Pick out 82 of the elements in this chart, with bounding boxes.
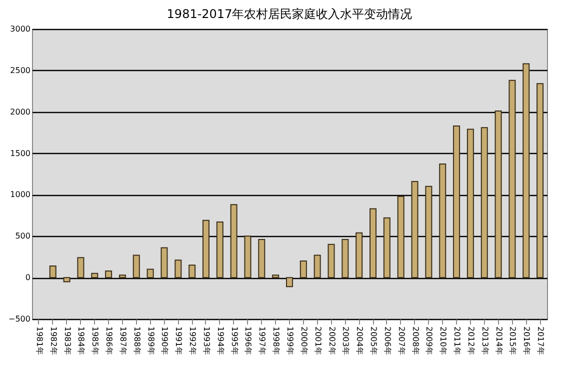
bar [480, 127, 488, 278]
bar [453, 125, 460, 278]
x-tick-label: 2007年 [396, 326, 406, 355]
bar [49, 265, 56, 278]
y-tick-label: 2500 [10, 66, 30, 75]
bar [91, 272, 98, 278]
x-tick-label: 2006年 [382, 326, 392, 355]
x-tick-label: 1990年 [160, 326, 170, 355]
x-tick-label: 2017年 [536, 326, 546, 355]
x-tick-label: 2002年 [327, 326, 336, 355]
x-tick-label: 1987年 [118, 326, 128, 355]
x-tick-label: 1992年 [188, 326, 198, 355]
x-tick-label: 1984年 [76, 326, 86, 355]
x-tick-label: 1986年 [104, 326, 114, 355]
bar [286, 277, 293, 288]
x-tick-label: 2004年 [355, 326, 364, 355]
bar [425, 186, 432, 278]
x-tick-label: 1988年 [132, 326, 142, 355]
bar [356, 232, 363, 278]
bar [118, 274, 126, 278]
bar [342, 238, 349, 278]
bar [383, 217, 390, 278]
x-tick-label: 1981年 [34, 326, 44, 355]
x-tick-label: 2001年 [313, 326, 322, 355]
x-tick-label: 2009年 [424, 326, 434, 355]
x-tick-label: 2010年 [438, 326, 448, 355]
bar [522, 63, 530, 278]
x-tick-label: 2016年 [522, 326, 532, 355]
bar [508, 80, 516, 278]
x-tick-label: 2013年 [480, 326, 490, 355]
x-tick-label: 2014年 [494, 326, 504, 355]
bar [397, 196, 404, 278]
bar [439, 164, 446, 278]
x-tick-label: 2005年 [369, 326, 378, 355]
x-tick-label: 2003年 [341, 326, 350, 355]
x-tick-label: 1985年 [90, 326, 100, 355]
bar [314, 254, 321, 278]
x-tick-label: 1993年 [202, 326, 211, 355]
x-tick-label: 1982年 [48, 326, 58, 355]
x-tick-label: 2008年 [410, 326, 420, 355]
x-tick-label: 1998年 [272, 326, 281, 355]
y-tick-label: 2000 [10, 107, 30, 116]
y-tick-label: 500 [15, 232, 30, 241]
bar [370, 208, 377, 278]
y-tick-label: 1000 [10, 190, 30, 200]
bar [132, 254, 140, 278]
bar [146, 268, 154, 278]
bar [160, 247, 168, 278]
bar [188, 264, 196, 278]
bar [300, 260, 307, 278]
bar [244, 236, 252, 278]
bar [63, 277, 70, 282]
x-tick-label: 1994年 [216, 326, 225, 355]
x-tick-label: 1983年 [62, 326, 72, 355]
bar [202, 220, 210, 278]
bar [272, 274, 280, 278]
bar [105, 270, 112, 278]
x-tick-label: 1991年 [174, 326, 184, 355]
x-tick-label: 1996年 [244, 326, 253, 355]
x-tick-label: 1999年 [286, 326, 294, 355]
bar [230, 204, 238, 278]
bar [494, 110, 502, 278]
bar [466, 128, 474, 278]
bar [328, 244, 335, 278]
bar [258, 238, 266, 278]
bar [174, 260, 182, 278]
x-tick-label: 2000年 [299, 326, 308, 355]
x-tick-label: 2015年 [508, 326, 518, 355]
x-tick-label: 2012年 [466, 326, 476, 355]
bar [216, 222, 224, 278]
x-tick-label: 1989年 [146, 326, 156, 355]
x-tick-label: 2011年 [452, 326, 462, 355]
y-tick-label: 3000 [10, 24, 30, 34]
x-tick-label: 1997年 [258, 326, 267, 355]
x-tick-label: 1995年 [230, 326, 239, 355]
chart-title: 1981-2017年农村居民家庭收入水平变动情况 [166, 7, 412, 21]
y-tick-label: 0 [25, 273, 30, 282]
y-tick-label: −500 [8, 314, 30, 324]
bar [536, 83, 544, 278]
bar [411, 180, 418, 278]
y-tick-label: 1500 [10, 148, 30, 158]
bar [77, 257, 84, 278]
